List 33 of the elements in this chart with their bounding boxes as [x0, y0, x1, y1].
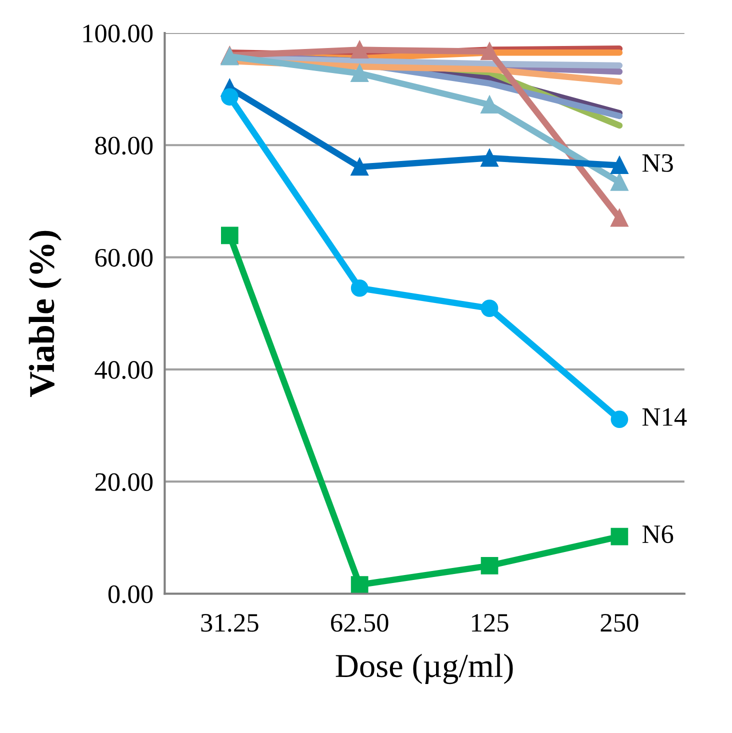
point	[220, 226, 238, 244]
x-tick-label: 250	[600, 614, 638, 632]
point	[480, 42, 498, 60]
point	[350, 41, 368, 58]
series-label: N6	[642, 525, 674, 544]
point	[610, 156, 628, 174]
y-tick-label: 60.00	[95, 248, 153, 267]
point	[220, 48, 238, 66]
point	[480, 96, 498, 114]
point	[610, 209, 628, 227]
x-axis-title: Dose (µg/ml)	[336, 654, 513, 684]
point	[480, 300, 498, 317]
x-tick-label: 31.25	[201, 614, 258, 632]
y-tick-label: 80.00	[95, 136, 153, 155]
y-axis-title: Viable (%)	[28, 230, 62, 398]
point	[480, 557, 498, 574]
y-tick-label: 40.00	[94, 361, 153, 379]
point	[610, 173, 628, 191]
point	[350, 158, 368, 176]
y-tick-label: 100.00	[83, 24, 153, 43]
point	[610, 410, 628, 428]
point	[350, 576, 368, 594]
series-label: N14	[642, 408, 687, 426]
x-tick-label: 125	[472, 614, 508, 632]
point	[220, 88, 238, 106]
y-tick-label: 20.00	[95, 473, 153, 492]
point	[350, 279, 368, 297]
x-tick-label: 62.50	[331, 614, 388, 632]
point	[480, 149, 498, 167]
y-tick-label: 0.00	[108, 585, 153, 604]
point	[350, 64, 368, 82]
series-label: N3	[642, 154, 673, 172]
point	[610, 528, 628, 546]
